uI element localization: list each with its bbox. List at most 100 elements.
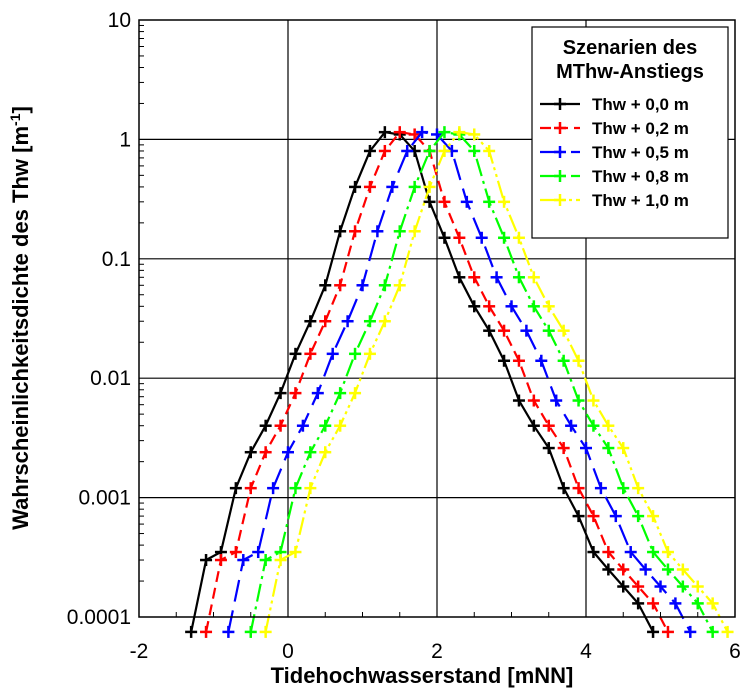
data-point — [706, 597, 719, 610]
data-point — [363, 180, 376, 193]
data-point — [684, 625, 697, 638]
data-point — [490, 271, 503, 284]
legend: Szenarien des MThw-Anstiegs Thw + 0,0 mT… — [531, 26, 729, 239]
data-point — [304, 347, 317, 360]
data-point — [304, 446, 317, 459]
data-point — [498, 231, 511, 244]
data-point — [580, 442, 592, 455]
series-0 — [185, 126, 660, 638]
x-tick-labels: -2 0 2 4 6 — [130, 640, 741, 663]
data-point — [319, 446, 332, 459]
data-point — [431, 128, 443, 141]
legend-entry: Thw + 1,0 m — [540, 191, 689, 210]
data-point — [229, 546, 242, 559]
data-point — [237, 554, 250, 567]
legend-marker — [554, 122, 566, 134]
legend-label: Thw + 0,8 m — [592, 167, 689, 186]
data-point — [602, 563, 615, 576]
data-point — [527, 271, 540, 284]
x-axis-title: Tidehochwasserstand [mNN] — [271, 663, 574, 688]
data-point — [587, 394, 600, 407]
data-point — [632, 597, 645, 610]
data-point — [527, 394, 540, 407]
series-line — [190, 131, 655, 633]
data-point — [512, 271, 525, 284]
data-point — [632, 510, 645, 523]
data-point — [438, 144, 451, 157]
data-point — [393, 225, 406, 238]
series-line — [249, 131, 714, 633]
data-point — [222, 625, 235, 638]
legend-marker — [554, 146, 566, 158]
data-point — [378, 279, 391, 292]
data-point — [311, 387, 324, 400]
data-point — [691, 597, 704, 610]
data-point — [572, 394, 585, 407]
data-point — [512, 231, 525, 244]
data-point — [587, 419, 600, 432]
data-point — [527, 419, 540, 432]
data-point — [498, 195, 511, 208]
data-point — [393, 126, 406, 139]
data-point — [468, 144, 481, 157]
data-point — [349, 387, 362, 400]
legend-marker — [554, 170, 566, 182]
data-point — [378, 144, 391, 157]
data-point — [706, 625, 719, 638]
data-point — [594, 482, 607, 495]
data-point — [572, 354, 585, 367]
series-3 — [244, 126, 719, 638]
data-point — [647, 625, 660, 638]
data-point — [676, 563, 689, 576]
data-point — [244, 482, 257, 495]
data-point — [200, 625, 213, 638]
data-point — [296, 419, 309, 432]
series-2 — [222, 126, 697, 638]
data-point — [453, 231, 466, 244]
data-point — [512, 394, 525, 407]
legend-label: Thw + 1,0 m — [592, 191, 689, 210]
data-point — [214, 554, 227, 567]
data-point — [676, 580, 689, 593]
data-point — [609, 510, 622, 523]
legend-entry: Thw + 0,8 m — [540, 167, 689, 186]
data-point — [542, 442, 555, 455]
data-point — [252, 546, 265, 559]
data-point — [319, 315, 332, 328]
x-tick-label: 6 — [729, 640, 741, 663]
data-point — [475, 231, 488, 244]
plot-frame — [138, 19, 736, 618]
data-point — [483, 195, 496, 208]
data-point — [669, 597, 682, 610]
legend-marker — [554, 98, 566, 110]
data-point — [572, 482, 585, 495]
data-point — [587, 546, 600, 559]
data-point — [468, 271, 481, 284]
data-point — [438, 231, 451, 244]
series-4 — [259, 126, 734, 638]
data-point — [229, 482, 242, 495]
data-point — [349, 225, 362, 238]
data-point — [639, 563, 652, 576]
data-point — [557, 354, 570, 367]
legend-box — [531, 26, 729, 239]
data-point — [661, 625, 674, 638]
x-tick-label: 0 — [282, 640, 294, 663]
data-point — [274, 419, 287, 432]
data-point — [408, 128, 421, 141]
data-point — [691, 580, 704, 593]
legend-entry: Thw + 0,5 m — [540, 143, 689, 162]
data-point — [557, 442, 570, 455]
series-line — [227, 131, 692, 633]
data-point — [259, 554, 272, 567]
data-point — [498, 354, 511, 367]
data-point — [498, 324, 511, 337]
data-point — [416, 126, 429, 139]
data-point — [483, 300, 496, 313]
data-point — [267, 482, 280, 495]
data-point — [289, 347, 302, 360]
y-tick-label: 0.001 — [78, 487, 131, 510]
data-point — [632, 580, 645, 593]
y-axis-title: Wahrscheinlichkeitsdichte des Thw [m-1] — [7, 106, 33, 530]
